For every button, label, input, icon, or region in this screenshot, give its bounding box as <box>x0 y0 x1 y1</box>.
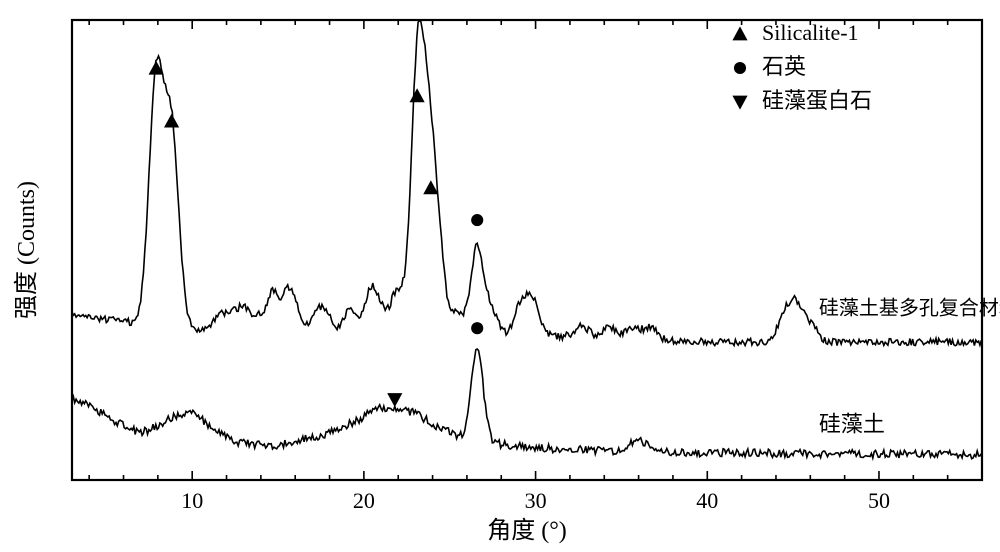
svg-text:硅藻蛋白石: 硅藻蛋白石 <box>762 88 872 113</box>
svg-text:硅藻土基多孔复合材料: 硅藻土基多孔复合材料 <box>819 296 1000 319</box>
chart-container: 10 20 30 40 50 角度 (°) 强度 (Counts) 硅藻土基多孔复合材料硅藻土… <box>0 0 1000 552</box>
svg-text:角度 (°): 角度 (°) <box>487 517 567 544</box>
svg-text:10: 10 <box>181 488 203 513</box>
svg-text:40: 40 <box>696 488 718 513</box>
svg-text:硅藻土: 硅藻土 <box>819 412 885 437</box>
svg-text:强度 (Counts): 强度 (Counts) <box>13 181 40 319</box>
svg-text:Silicalite-1: Silicalite-1 <box>762 20 859 45</box>
svg-text:20: 20 <box>353 488 375 513</box>
svg-text:50: 50 <box>868 488 890 513</box>
svg-text:石英: 石英 <box>762 54 806 79</box>
svg-text:30: 30 <box>525 488 547 513</box>
xrd-chart: 10 20 30 40 50 角度 (°) 强度 (Counts) 硅藻土基多孔复合材料硅藻土… <box>0 0 1000 552</box>
